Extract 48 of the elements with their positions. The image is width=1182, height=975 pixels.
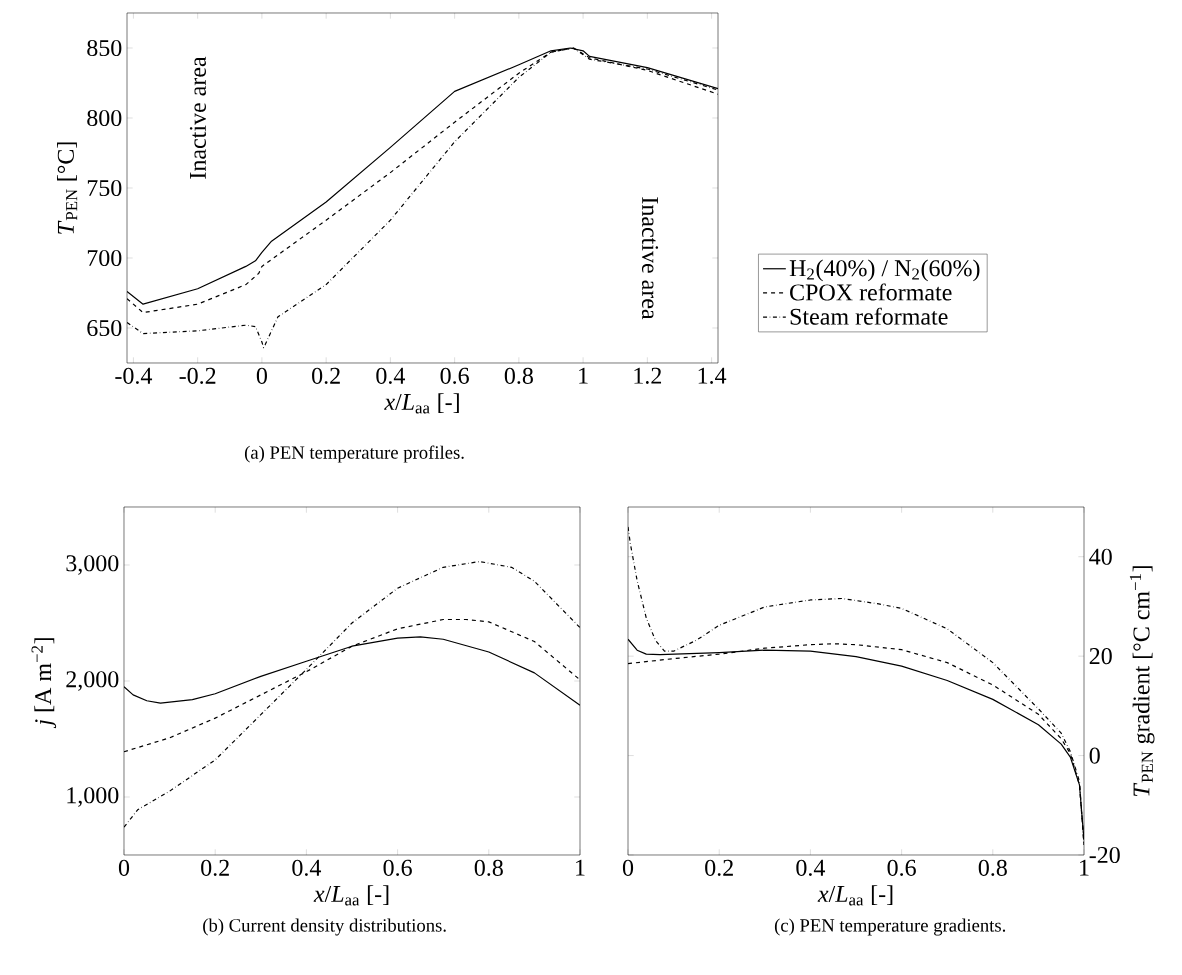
x-axis-title: x/L$_{aa}$ [-] [313, 885, 389, 906]
x-tick-label: 0 [118, 859, 130, 876]
x-tick-label: 0.8 [504, 367, 533, 384]
x-tick-label: 0.6 [887, 859, 916, 877]
y2-tick-label: 0 [1089, 747, 1100, 764]
y-axis-title: T$_{PEN}$ [°C] [57, 142, 78, 234]
x-tick-label: 0 [622, 859, 634, 876]
y-tick-label: 850 [87, 39, 122, 57]
y-tick-label: 750 [87, 179, 122, 197]
x-tick-label: 0.4 [376, 367, 406, 384]
x-tick-label: 0.2 [312, 367, 340, 384]
y-tick-label: 1,000 [67, 787, 119, 807]
annotation: Inactive area [189, 56, 206, 179]
x-tick-label: -0.2 [179, 367, 216, 384]
annotation: Inactive area [641, 197, 659, 320]
x-tick-label: 1.4 [698, 367, 727, 384]
text: (b) Current density distributions. [203, 918, 446, 936]
x-tick-label: 1 [579, 367, 588, 384]
x-tick-label: -0.4 [115, 367, 153, 384]
y-axis-title: j [A m$^{−2}$] [31, 638, 57, 729]
y-tick-label: 700 [87, 249, 122, 267]
y2-tick-label: -20 [1089, 846, 1120, 864]
legend-label: Steam reformate [790, 307, 948, 325]
y2-axis-title: T$_{PEN}$ gradient [°C cm$^{−1}$] [1129, 566, 1155, 797]
x-axis-title: x/L$_{aa}$ [-] [384, 393, 459, 414]
text: (a) PEN temperature profiles. [244, 445, 464, 463]
y-tick-label: 3,000 [66, 555, 119, 575]
y2-tick-label: 20 [1089, 648, 1112, 665]
text: (c) PEN temperature gradients. [774, 918, 1006, 936]
x-tick-label: 0.2 [705, 859, 733, 877]
x-tick-label: 1.2 [634, 367, 662, 384]
y-tick-label: 2,000 [66, 671, 119, 691]
x-tick-label: 0.4 [292, 859, 322, 877]
x-tick-label: 0.4 [796, 859, 826, 877]
y-tick-label: 650 [87, 319, 122, 337]
x-axis-title: x/L$_{aa}$ [-] [817, 885, 893, 906]
x-tick-label: 1 [1080, 859, 1089, 876]
x-tick-label: 0.6 [383, 859, 412, 877]
legend-label: H$_{2}$(40%) / N$_{2}$(60%) [789, 259, 980, 282]
x-tick-label: 1 [576, 859, 585, 876]
legend-label: CPOX reformate [790, 283, 952, 301]
x-tick-label: 0.6 [440, 367, 469, 384]
x-tick-label: 0.8 [978, 859, 1007, 877]
y2-tick-label: 40 [1089, 548, 1112, 565]
x-tick-label: 0.2 [201, 859, 229, 877]
y-tick-label: 800 [87, 109, 122, 127]
x-tick-label: 0.8 [474, 859, 503, 877]
x-tick-label: 0 [256, 367, 267, 384]
